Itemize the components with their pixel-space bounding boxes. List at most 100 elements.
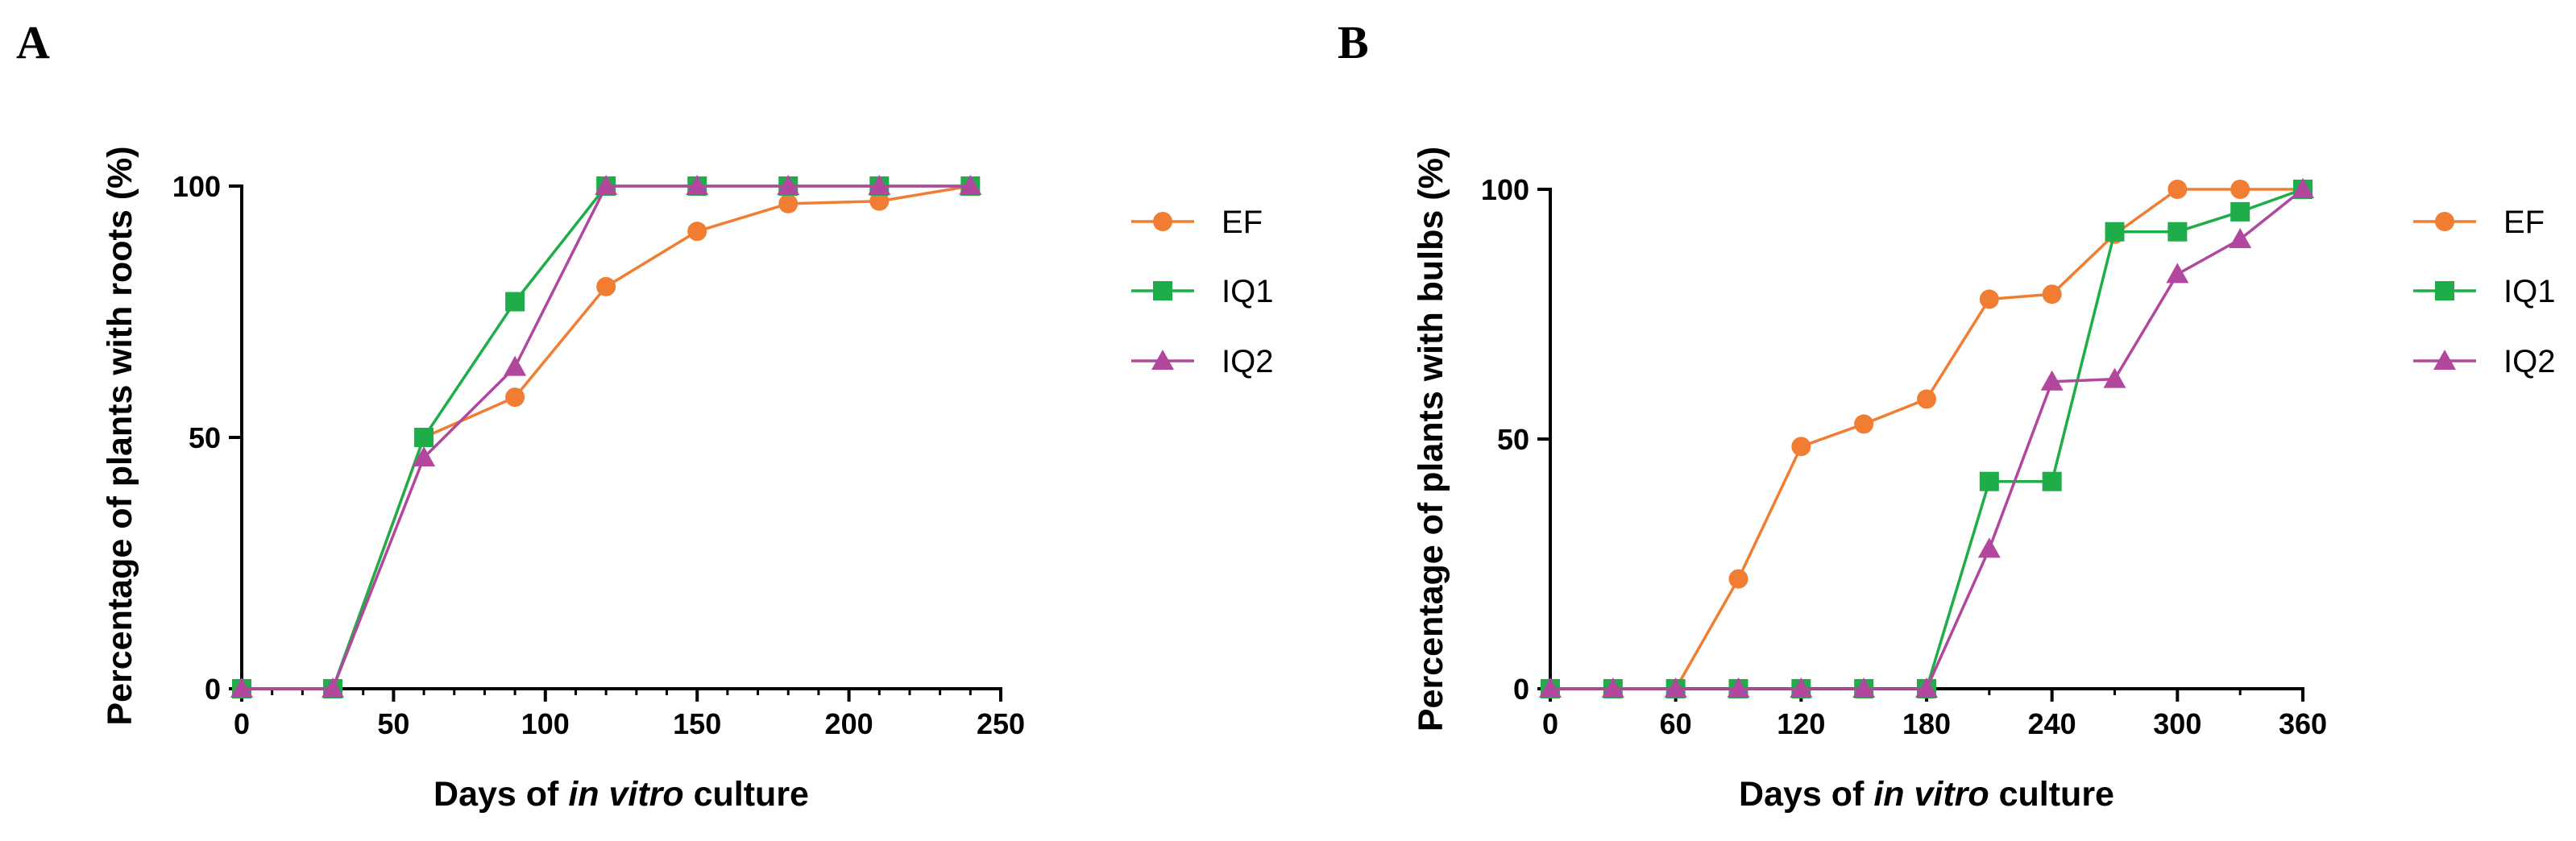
y-tick-label: 100 bbox=[1481, 173, 1529, 206]
legend-marker bbox=[2433, 350, 2456, 370]
data-point-iq2 bbox=[2292, 178, 2314, 198]
legend-item-ef: EF bbox=[1131, 205, 1263, 240]
data-point-iq2 bbox=[1977, 537, 2001, 558]
x-tick-label: 360 bbox=[2279, 707, 2327, 740]
data-point-iq1 bbox=[414, 428, 434, 447]
x-tick-label: 180 bbox=[1902, 707, 1951, 740]
x-tick-label: 50 bbox=[377, 707, 409, 740]
legend-label: IQ2 bbox=[1222, 344, 1273, 379]
series-ef bbox=[232, 176, 981, 698]
x-axis-title-part: in vitro bbox=[568, 775, 683, 814]
y-tick-label: 0 bbox=[1513, 673, 1529, 706]
data-point-iq2 bbox=[1852, 677, 1876, 698]
data-point-iq2 bbox=[2103, 367, 2126, 388]
x-tick-label: 60 bbox=[1660, 707, 1692, 740]
y-tick-label: 0 bbox=[205, 673, 221, 706]
data-point-iq2 bbox=[2040, 370, 2064, 391]
data-point-iq1 bbox=[2167, 222, 2188, 242]
y-axis-title: Percentage of plants with roots (%) bbox=[101, 146, 139, 725]
data-point-iq2 bbox=[504, 355, 527, 376]
data-point-iq2 bbox=[1601, 677, 1624, 698]
legend-label: EF bbox=[2503, 205, 2545, 240]
panel-a: A 0 50 100 150 200 250 0 50 100 Percentage of plan… bbox=[16, 16, 1273, 814]
legend-marker bbox=[2435, 212, 2454, 231]
x-tick-label: 240 bbox=[2028, 707, 2076, 740]
data-point-iq2 bbox=[686, 175, 709, 195]
legend-item-ef: EF bbox=[2413, 205, 2545, 240]
data-point-iq2 bbox=[2166, 263, 2189, 284]
legend-item-iq1: IQ1 bbox=[2413, 274, 2555, 309]
x-axis-title-part: culture bbox=[1989, 775, 2114, 814]
series-iq2 bbox=[230, 175, 982, 698]
y-axis-title: Percentage of plants with bulbs (%) bbox=[1412, 147, 1450, 731]
legend-item-iq2: IQ2 bbox=[2413, 344, 2555, 379]
data-point-ef bbox=[596, 276, 616, 296]
legend-marker bbox=[1151, 350, 1174, 370]
legend-item-iq1: IQ1 bbox=[1131, 274, 1273, 309]
data-point-iq2 bbox=[1539, 677, 1562, 698]
panel-b: B 0 60 120 180 240 300 360 0 50 100 Percentage of p… bbox=[1338, 16, 2555, 814]
legend-label: IQ2 bbox=[2503, 344, 2555, 379]
series-iq1 bbox=[232, 176, 981, 698]
data-point-iq2 bbox=[1727, 677, 1750, 698]
legend-item-iq2: IQ2 bbox=[1131, 344, 1273, 379]
y-tick-label: 50 bbox=[189, 421, 221, 454]
x-tick-label: 0 bbox=[234, 707, 250, 740]
series-iq1 bbox=[1541, 180, 2313, 698]
x-tick-label: 250 bbox=[977, 707, 1025, 740]
legend-marker bbox=[1153, 212, 1172, 231]
x-tick-label: 200 bbox=[825, 707, 873, 740]
series-line-iq1 bbox=[242, 184, 971, 690]
data-point-ef bbox=[2230, 180, 2250, 199]
x-axis-title-part: culture bbox=[684, 775, 809, 814]
data-point-iq2 bbox=[1790, 677, 1813, 698]
data-point-iq2 bbox=[959, 175, 982, 195]
x-tick-label: 120 bbox=[1777, 707, 1825, 740]
data-point-iq2 bbox=[777, 175, 800, 195]
series-line-ef bbox=[1550, 188, 2303, 690]
data-point-iq2 bbox=[868, 175, 891, 195]
data-point-ef bbox=[869, 191, 890, 211]
x-axis-title: Days of in vitro culture bbox=[1739, 775, 2114, 814]
x-axis-title-part: Days of bbox=[433, 775, 568, 814]
x-tick-label: 100 bbox=[521, 707, 570, 740]
data-point-ef bbox=[505, 387, 525, 408]
x-tick-label: 150 bbox=[673, 707, 721, 740]
y-tick-label: 100 bbox=[172, 170, 221, 203]
x-tick-label: 300 bbox=[2153, 707, 2201, 740]
data-point-iq2 bbox=[1664, 677, 1687, 698]
data-point-ef bbox=[2042, 284, 2062, 304]
series-line-iq2 bbox=[1550, 188, 2304, 690]
data-point-iq2 bbox=[595, 175, 618, 195]
y-tick-label: 50 bbox=[1497, 423, 1529, 456]
x-axis-title-part: in vitro bbox=[1873, 775, 1989, 814]
data-point-iq1 bbox=[505, 292, 525, 312]
series-line-iq2 bbox=[242, 184, 971, 690]
data-point-iq2 bbox=[2229, 228, 2252, 248]
x-tick-label: 0 bbox=[1542, 707, 1558, 740]
series-line-ef bbox=[242, 184, 971, 690]
legend-label: IQ1 bbox=[1222, 274, 1273, 309]
legend-label: EF bbox=[1222, 205, 1263, 240]
data-point-ef bbox=[1917, 389, 1936, 409]
series-iq2 bbox=[1539, 178, 2314, 698]
data-point-ef bbox=[778, 193, 799, 213]
panel-letter: A bbox=[16, 16, 50, 68]
legend-marker bbox=[1153, 281, 1172, 300]
data-point-ef bbox=[687, 222, 707, 242]
legend-label: IQ1 bbox=[2503, 274, 2555, 309]
data-point-ef bbox=[1791, 437, 1811, 457]
data-point-ef bbox=[1979, 289, 1999, 309]
data-point-iq1 bbox=[1979, 471, 1999, 491]
data-point-ef bbox=[1728, 569, 1748, 589]
series-line-iq1 bbox=[1550, 188, 2304, 690]
series-ef bbox=[1541, 180, 2313, 698]
data-point-iq2 bbox=[321, 677, 345, 698]
data-point-ef bbox=[1854, 414, 1874, 434]
legend-marker bbox=[2435, 281, 2454, 300]
data-point-iq2 bbox=[1915, 677, 1938, 698]
x-axis-title-part: Days of bbox=[1739, 775, 1873, 814]
panel-letter: B bbox=[1338, 16, 1369, 68]
data-point-iq1 bbox=[2042, 471, 2062, 491]
